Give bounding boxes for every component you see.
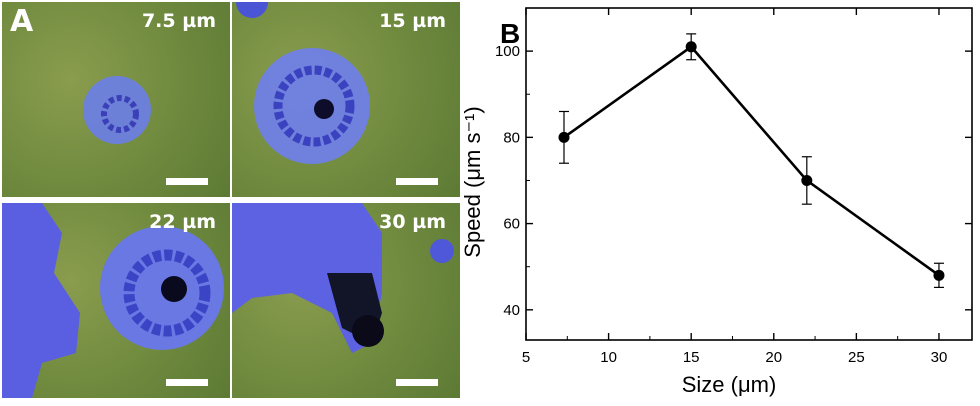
data-point [933, 269, 945, 281]
y-tick-label: 80 [503, 129, 520, 146]
size-label: 15 µm [379, 10, 446, 32]
chart-series [558, 33, 945, 288]
micrograph-22um-image [2, 203, 224, 398]
x-tick-label: 30 [931, 349, 948, 366]
x-tick-label: 10 [600, 349, 617, 366]
micrograph-7-5um: 7.5 µm [2, 2, 230, 197]
micrograph-30um: 30 µm [232, 203, 460, 398]
panel-a-micrographs: 7.5 µm 15 µm 22 µm 30 µm A [0, 0, 462, 401]
x-axis-title: Size (μm) [682, 372, 777, 397]
x-tick-label: 5 [522, 349, 530, 366]
chart-ticks: 5 10 15 20 25 30 40 60 80 100 [495, 8, 972, 366]
data-point [801, 174, 813, 186]
scale-bar [166, 379, 208, 386]
scale-bar [396, 178, 438, 185]
micrograph-22um: 22 µm [2, 203, 230, 398]
size-label: 30 µm [379, 211, 446, 233]
y-tick-label: 100 [495, 43, 520, 60]
micrograph-15um-image [236, 2, 370, 164]
micrograph-15um: 15 µm [232, 2, 460, 197]
y-tick-label: 60 [503, 216, 520, 233]
speed-line [563, 45, 940, 277]
size-label: 7.5 µm [141, 10, 216, 32]
y-tick-label: 40 [503, 302, 520, 319]
data-point [685, 41, 697, 53]
panel-letter-b: B [500, 18, 520, 49]
scale-bar [396, 379, 438, 386]
panel-letter-a: A [10, 4, 34, 39]
speed-vs-size-chart: 5 10 15 20 25 30 40 60 80 100 B Size (μm) Speed (… [460, 7, 973, 397]
plot-frame [525, 7, 973, 341]
x-tick-label: 25 [848, 349, 865, 366]
micrograph-7-5um-image [83, 76, 151, 144]
y-axis-title: Speed (μm s⁻¹) [462, 106, 485, 257]
micrograph-30um-image [232, 203, 454, 353]
scale-bar [166, 178, 208, 185]
x-tick-label: 15 [683, 349, 700, 366]
size-label: 22 µm [149, 211, 216, 233]
panel-b-chart: 5 10 15 20 25 30 40 60 80 100 B Size (μm) Speed (… [460, 0, 980, 401]
chart-axes [525, 7, 973, 341]
data-point [558, 131, 570, 143]
x-tick-label: 20 [765, 349, 782, 366]
